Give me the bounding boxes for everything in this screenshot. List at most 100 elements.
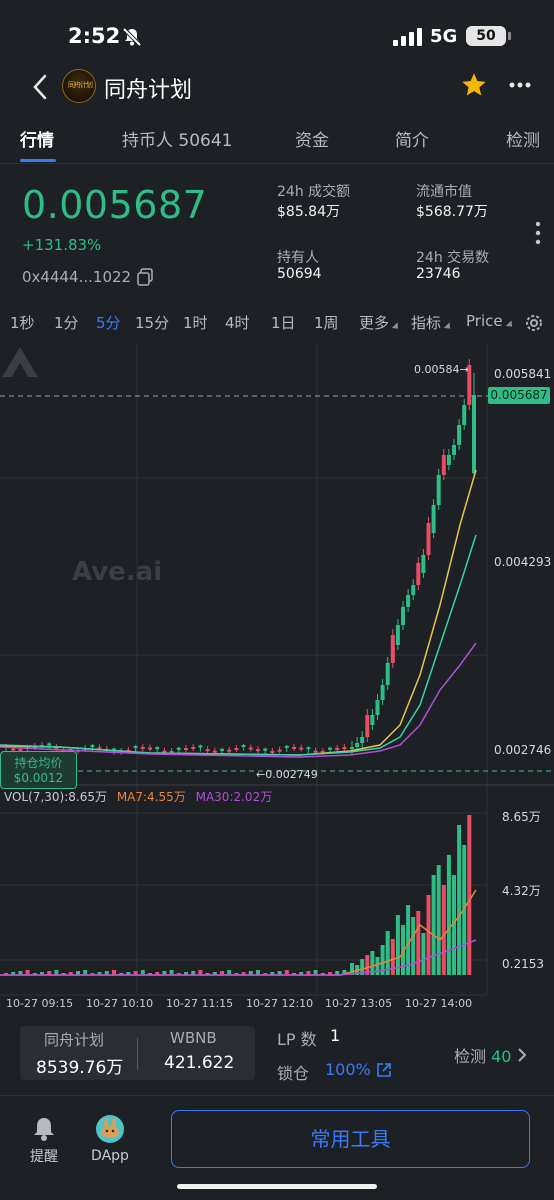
hold-avg-value: $0.0012 [13,771,64,785]
interval-1d[interactable]: 1日 [271,314,296,332]
time-label-1: 10-27 09:15 [6,997,74,1010]
token-logo-text: 同舟计划 [68,81,93,89]
more-icon[interactable] [509,82,531,88]
volume-bar [18,971,23,975]
volume-bar [335,971,340,975]
stats-more-icon[interactable] [535,221,541,245]
candle-body [457,425,462,445]
vol-24h-value: $85.84万 [277,204,340,220]
candle-body [277,749,282,752]
volume-bar [47,971,52,975]
interval-1s[interactable]: 1秒 [10,314,35,332]
interval-more[interactable]: 更多 [359,312,399,333]
volume-bar [162,971,167,975]
candle-body [395,625,400,645]
detect-link[interactable]: 检测 40 [454,1043,527,1067]
interval-4h[interactable]: 4时 [225,314,250,332]
volume-bar [416,911,421,975]
volume-bar [328,972,332,975]
indicator-menu[interactable]: 指标 [411,312,451,333]
candle-body [390,635,395,663]
candle-body [133,746,138,749]
back-icon[interactable] [28,72,52,102]
dapp-button[interactable]: DApp [88,1114,132,1164]
tx-24h-value: 23746 [416,266,461,282]
volume-bar [176,973,181,975]
hold-avg-badge[interactable]: 持仓均价 $0.0012 [0,751,77,789]
chart-canvas[interactable] [0,345,554,1015]
tab-detect[interactable]: 检测 [506,131,540,151]
volume-bar [313,970,318,975]
pair-divider [137,1038,138,1070]
volume-bar [54,970,59,975]
vol-24h-label: 24h 成交额 [277,184,351,200]
candle-body [205,749,210,752]
copy-icon[interactable] [137,268,153,286]
volume-bar [76,971,80,975]
chart-settings-icon[interactable] [523,312,545,334]
candle-body [169,750,174,753]
tab-holders[interactable]: 持币人 50641 [122,131,233,151]
y-label-low: 0.002746 [494,743,552,757]
time-label-2: 10-27 10:10 [86,997,154,1010]
detect-score: 40 [491,1047,512,1066]
mcap-label: 流通市值 [416,184,472,200]
volume-bar [25,970,30,975]
high-marker: 0.00584→ [414,363,469,376]
volume-bar [284,970,289,975]
candle-body [306,747,311,750]
interval-5m[interactable]: 5分 [96,314,121,332]
volume-bar [32,973,37,975]
pair-quote-amount: 421.622 [164,1053,235,1073]
candle-body [342,747,347,750]
volume-bar [467,815,472,975]
bell-off-icon [122,27,142,47]
pair-token-amount: 8539.76万 [36,1058,124,1078]
network-type: 5G [430,26,458,47]
lp-label: LP 数 [277,1030,317,1049]
candle-body [162,750,167,753]
candle-body [416,563,421,585]
candle-body [299,747,304,750]
tab-intro[interactable]: 简介 [395,131,429,151]
interval-15m[interactable]: 15分 [135,314,170,332]
volume-bar [248,971,253,975]
candle-body [270,750,275,753]
common-tools-button[interactable]: 常用工具 [171,1110,530,1168]
candle-body [320,750,325,753]
volume-bar [441,885,446,975]
volume-bar [241,972,246,975]
candle-body [198,745,203,748]
candle-body [18,748,23,751]
star-icon[interactable] [460,71,488,99]
alert-button[interactable]: 提醒 [26,1116,62,1166]
interval-1h[interactable]: 1时 [183,314,208,332]
candle-body [441,455,446,475]
status-bar: 2:52 5G 50 [0,0,554,72]
volume-bar [411,917,416,975]
volume-bar [68,972,73,975]
volume-bar [61,973,66,975]
lock-value[interactable]: 100% [325,1060,371,1079]
tab-funds[interactable]: 资金 [295,131,329,151]
candle-body [284,745,289,748]
bell-icon [34,1118,54,1141]
bottom-toolbar: 提醒 DApp 常用工具 [0,1095,554,1200]
interval-1m[interactable]: 1分 [54,314,79,332]
volume-bar [406,905,411,975]
price-mode-menu[interactable]: Price [466,312,513,330]
interval-1w[interactable]: 1周 [314,314,339,332]
price-chart[interactable]: Ave.ai 0.005841 0.005687 0.004293 0.0027… [0,345,554,1015]
volume-bar [256,970,260,975]
external-link-icon[interactable] [376,1062,392,1078]
volume-bar [299,972,304,975]
tab-market[interactable]: 行情 [20,131,54,151]
dapp-label: DApp [91,1148,129,1164]
candle-body [313,750,318,753]
liquidity-info: 同舟计划 8539.76万 WBNB 421.622 LP 数 1 锁仓 100… [0,1020,554,1092]
candle-body [292,747,296,750]
candle-body [234,747,239,750]
volume-bar [426,895,431,975]
tab-underline [20,159,56,162]
pair-token-label: 同舟计划 [44,1031,105,1049]
